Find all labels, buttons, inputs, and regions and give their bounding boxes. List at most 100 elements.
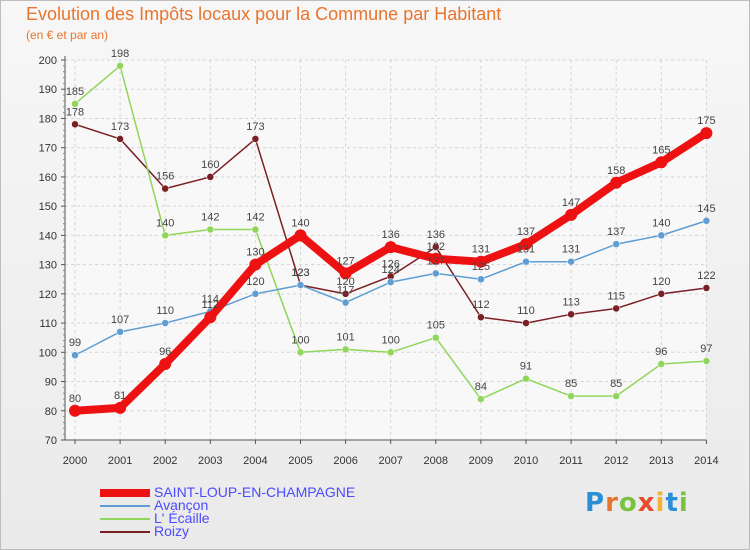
data-label-avan-on: 137 bbox=[607, 226, 625, 238]
data-point-roizy bbox=[567, 310, 575, 319]
data-label-avan-on: 99 bbox=[69, 337, 81, 349]
data-point-avan-on bbox=[702, 217, 711, 225]
y-tick-label: 200 bbox=[39, 55, 57, 67]
data-point-roizy bbox=[116, 135, 124, 143]
data-point-roizy bbox=[612, 304, 620, 313]
data-point-roizy bbox=[251, 135, 260, 143]
data-label-avan-on: 120 bbox=[246, 276, 264, 288]
x-tick-label: 2004 bbox=[243, 455, 267, 467]
data-label-l-caille: 100 bbox=[382, 334, 400, 346]
data-label-l-caille: 85 bbox=[610, 378, 622, 390]
data-label-l-caille: 97 bbox=[700, 343, 712, 355]
legend-swatch-roizy bbox=[100, 531, 150, 533]
data-point-roizy bbox=[702, 284, 711, 292]
data-label-avan-on: 145 bbox=[697, 203, 715, 215]
data-label-avan-on: 131 bbox=[517, 244, 535, 256]
data-label-roizy: 126 bbox=[382, 258, 400, 270]
data-point-l-caille bbox=[296, 348, 305, 357]
data-point-l-caille bbox=[71, 100, 79, 108]
data-label-saint-loup-en-champagne: 140 bbox=[291, 217, 309, 229]
data-point-l-caille bbox=[206, 225, 215, 234]
chart-title: Evolution des Impôts locaux pour la Comm… bbox=[26, 4, 502, 24]
x-tick-label: 2001 bbox=[108, 455, 132, 467]
data-point-roizy bbox=[477, 313, 485, 321]
data-point-avan-on bbox=[657, 231, 666, 240]
data-label-saint-loup-en-champagne: 175 bbox=[697, 115, 715, 127]
data-point-roizy bbox=[206, 173, 215, 181]
legend-swatch-saint-loup bbox=[100, 489, 150, 497]
x-tick-label: 2005 bbox=[288, 455, 312, 467]
data-label-roizy: 113 bbox=[562, 296, 580, 308]
data-point-saint-loup-en-champagne bbox=[69, 404, 81, 417]
x-tick-label: 2009 bbox=[469, 455, 493, 467]
legend-item-l-ecaille: L' Écaille bbox=[100, 510, 420, 526]
data-label-saint-loup-en-champagne: 81 bbox=[114, 390, 126, 402]
legend-item-avancon: Avançon bbox=[100, 497, 420, 513]
y-tick-label: 180 bbox=[39, 113, 57, 125]
data-point-l-caille bbox=[612, 392, 620, 400]
data-point-roizy bbox=[657, 290, 666, 298]
data-label-roizy: 115 bbox=[607, 290, 625, 302]
data-point-saint-loup-en-champagne bbox=[339, 267, 352, 280]
data-label-saint-loup-en-champagne: 80 bbox=[69, 393, 81, 405]
data-point-saint-loup-en-champagne bbox=[159, 358, 172, 370]
data-point-roizy bbox=[341, 290, 350, 298]
data-point-saint-loup-en-champagne bbox=[384, 241, 397, 254]
legend-label-avancon: Avançon bbox=[154, 497, 209, 513]
chart-subtitle: (en € et par an) bbox=[26, 28, 109, 42]
data-point-l-caille bbox=[522, 374, 530, 383]
data-point-l-caille bbox=[477, 395, 485, 403]
data-point-avan-on bbox=[567, 257, 575, 266]
data-label-avan-on: 140 bbox=[652, 217, 670, 229]
y-tick-label: 170 bbox=[39, 143, 57, 155]
data-point-saint-loup-en-champagne bbox=[474, 255, 487, 268]
data-label-avan-on: 114 bbox=[202, 293, 220, 305]
data-point-l-caille bbox=[251, 225, 260, 234]
legend-label-l-ecaille: L' Écaille bbox=[154, 510, 210, 526]
data-label-saint-loup-en-champagne: 136 bbox=[382, 229, 400, 241]
data-label-roizy: 160 bbox=[201, 159, 219, 171]
data-label-saint-loup-en-champagne: 96 bbox=[159, 346, 171, 358]
data-label-roizy: 120 bbox=[652, 276, 670, 288]
x-tick-label: 2002 bbox=[153, 455, 177, 467]
legend-label-roizy: Roizy bbox=[154, 523, 190, 539]
data-label-l-caille: 91 bbox=[520, 361, 532, 373]
data-label-l-caille: 84 bbox=[475, 381, 487, 393]
y-tick-label: 190 bbox=[39, 84, 57, 96]
x-tick-label: 2011 bbox=[559, 455, 583, 467]
data-label-avan-on: 123 bbox=[291, 267, 309, 279]
data-label-roizy: 120 bbox=[336, 276, 354, 288]
y-tick-label: 70 bbox=[45, 435, 57, 447]
y-tick-label: 160 bbox=[39, 172, 57, 184]
data-label-avan-on: 117 bbox=[337, 285, 355, 297]
logo-letter: t bbox=[665, 488, 679, 518]
logo-letter: o bbox=[618, 488, 638, 518]
logo-letter: x bbox=[637, 488, 656, 518]
x-tick-label: 2014 bbox=[694, 455, 718, 467]
data-label-saint-loup-en-champagne: 147 bbox=[562, 197, 580, 209]
data-point-roizy bbox=[71, 120, 79, 129]
data-point-l-caille bbox=[116, 62, 124, 70]
data-point-saint-loup-en-champagne bbox=[294, 229, 307, 242]
data-point-avan-on bbox=[116, 328, 124, 336]
data-point-avan-on bbox=[432, 269, 440, 278]
data-label-roizy: 173 bbox=[246, 121, 264, 133]
data-label-l-caille: 140 bbox=[156, 217, 174, 229]
x-tick-label: 2007 bbox=[378, 455, 402, 467]
y-tick-label: 140 bbox=[39, 230, 57, 242]
data-point-saint-loup-en-champagne bbox=[610, 176, 623, 189]
data-point-saint-loup-en-champagne bbox=[700, 127, 713, 140]
data-label-roizy: 112 bbox=[472, 299, 490, 311]
y-tick-label: 130 bbox=[39, 260, 57, 272]
data-label-avan-on: 110 bbox=[156, 305, 174, 317]
data-point-avan-on bbox=[477, 275, 485, 283]
data-point-avan-on bbox=[161, 319, 169, 327]
data-label-l-caille: 185 bbox=[66, 86, 84, 98]
data-point-l-caille bbox=[432, 333, 440, 342]
data-point-avan-on bbox=[71, 351, 79, 359]
x-tick-label: 2010 bbox=[514, 455, 538, 467]
data-label-l-caille: 96 bbox=[655, 346, 667, 358]
y-tick-label: 80 bbox=[45, 406, 57, 418]
data-label-avan-on: 107 bbox=[111, 314, 129, 326]
data-label-saint-loup-en-champagne: 132 bbox=[427, 241, 445, 253]
